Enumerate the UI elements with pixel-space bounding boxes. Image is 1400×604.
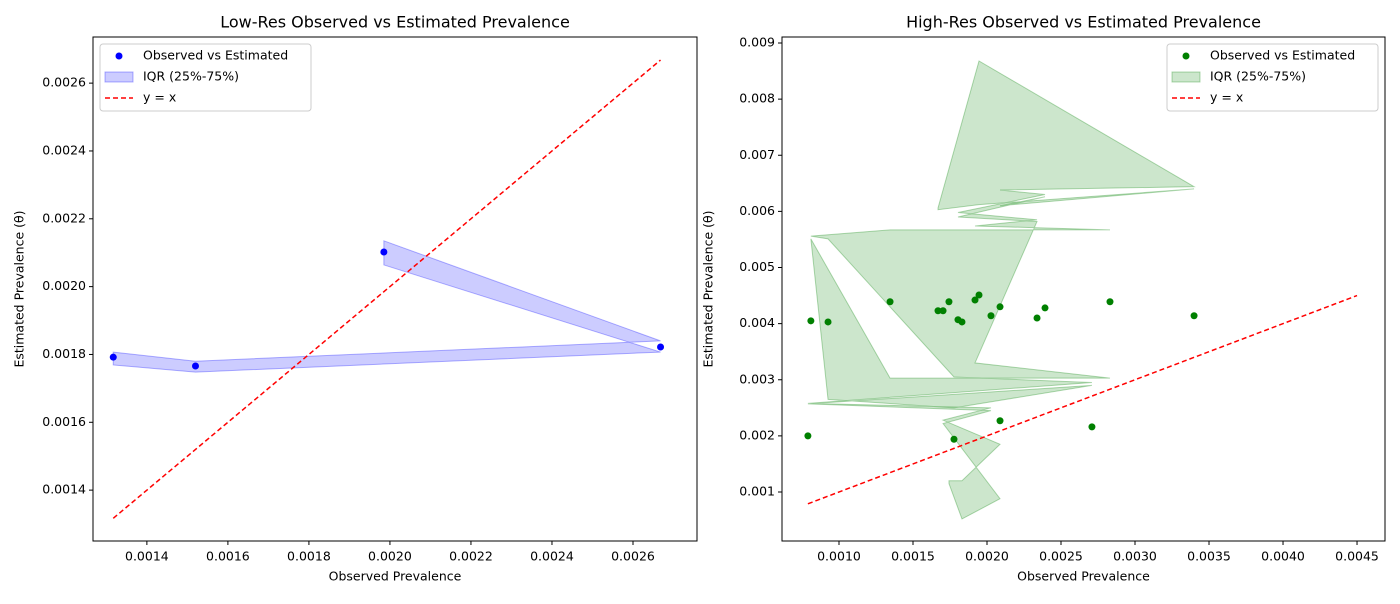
point: [657, 343, 665, 351]
point: [1190, 312, 1198, 320]
legend-label: IQR (25%-75%): [143, 69, 239, 84]
legend-marker: [1171, 71, 1201, 83]
point: [996, 417, 1004, 425]
iqr-band: [807, 60, 1196, 520]
y-tick-label: 0.0022: [42, 210, 86, 225]
point: [934, 307, 942, 315]
legend: Observed vs Estimated IQR (25%-75%) y = x: [1166, 43, 1379, 112]
x-tick-label: 0.0010: [817, 549, 861, 564]
y-axis-label: Estimated Prevalence (θ): [701, 210, 716, 367]
y-tick-label: 0.009: [739, 35, 775, 50]
point: [1106, 298, 1114, 306]
plot-area: [109, 59, 665, 519]
x-tick-label: 0.0022: [449, 549, 493, 564]
x-tick-label: 0.0035: [1187, 549, 1231, 564]
y-tick-label: 0.004: [739, 315, 775, 330]
x-tick-label: 0.0040: [1261, 549, 1305, 564]
x-tick-label: 0.0014: [125, 549, 169, 564]
point: [971, 296, 979, 304]
y-tick-label: 0.0020: [42, 278, 86, 293]
x-tick-label: 0.0018: [287, 549, 331, 564]
y-tick-label: 0.0018: [42, 346, 86, 361]
point: [886, 298, 894, 306]
x-tick-label: 0.0024: [530, 549, 574, 564]
point: [807, 317, 815, 325]
point: [939, 307, 947, 315]
point: [1088, 423, 1096, 431]
legend-label: y = x: [143, 90, 176, 105]
subplot: Low-Res Observed vs Estimated Prevalence…: [12, 13, 698, 584]
point: [950, 435, 958, 443]
reference-line: [807, 294, 1358, 505]
reference-line: [112, 59, 662, 519]
y-tick-label: 0.005: [739, 259, 775, 274]
point: [975, 291, 983, 299]
legend-marker: [1182, 52, 1190, 60]
x-tick-label: 0.0020: [965, 549, 1009, 564]
x-tick-label: 0.0025: [1039, 549, 1083, 564]
subplot: High-Res Observed vs Estimated Prevalenc…: [701, 13, 1386, 584]
x-tick-label: 0.0016: [206, 549, 250, 564]
point: [958, 318, 966, 326]
point: [191, 362, 199, 370]
x-tick-label: 0.0030: [1113, 549, 1157, 564]
iqr-band: [112, 240, 661, 373]
y-tick-label: 0.007: [739, 147, 775, 162]
plot-frame: [781, 36, 1386, 542]
y-tick-label: 0.0014: [42, 482, 86, 497]
y-tick-label: 0.0024: [42, 142, 86, 157]
point: [824, 318, 832, 326]
plot-frame: [92, 36, 698, 542]
y-tick-label: 0.006: [739, 203, 775, 218]
legend: Observed vs Estimated IQR (25%-75%) y = x: [99, 43, 312, 112]
x-axis-label: Observed Prevalence: [1017, 569, 1150, 584]
y-axis-label: Estimated Prevalence (θ): [12, 210, 27, 367]
y-tick-label: 0.0026: [42, 75, 86, 90]
legend-label: Observed vs Estimated: [1210, 48, 1355, 63]
y-tick-label: 0.003: [739, 371, 775, 386]
y-tick-label: 0.001: [739, 484, 775, 499]
legend-marker: [104, 71, 134, 83]
chart-title: Low-Res Observed vs Estimated Prevalence: [220, 13, 570, 32]
x-axis-label: Observed Prevalence: [329, 569, 462, 584]
legend-box: [1166, 43, 1379, 112]
point: [996, 303, 1004, 311]
x-tick-label: 0.0045: [1335, 549, 1379, 564]
point: [804, 432, 812, 440]
point: [945, 298, 953, 306]
x-tick-label: 0.0015: [891, 549, 935, 564]
y-tick-label: 0.008: [739, 91, 775, 106]
plot-area: [804, 60, 1358, 520]
point: [380, 248, 388, 256]
legend-label: y = x: [1210, 90, 1243, 105]
legend-label: IQR (25%-75%): [1210, 69, 1306, 84]
x-tick-label: 0.0020: [368, 549, 412, 564]
y-tick-label: 0.002: [739, 427, 775, 442]
legend-marker: [115, 52, 123, 60]
chart-title: High-Res Observed vs Estimated Prevalenc…: [906, 13, 1261, 32]
legend-box: [99, 43, 312, 112]
point: [109, 353, 117, 361]
point: [1041, 304, 1049, 312]
point: [1033, 314, 1041, 322]
x-tick-label: 0.0026: [611, 549, 655, 564]
legend-label: Observed vs Estimated: [143, 48, 288, 63]
point: [987, 312, 995, 320]
y-tick-label: 0.0016: [42, 414, 86, 429]
